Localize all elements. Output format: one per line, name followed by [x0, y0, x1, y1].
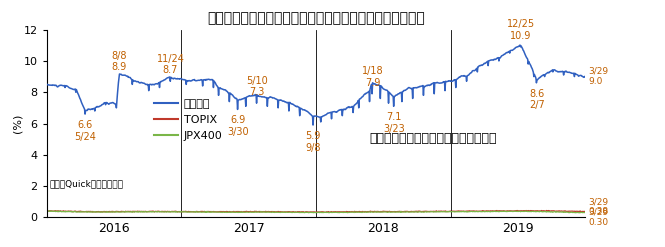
Text: 3/29
0.30: 3/29 0.30 — [588, 208, 608, 227]
Title: 各指数におけるファーストリテイリング社の構成ウェイト: 各指数におけるファーストリテイリング社の構成ウェイト — [207, 12, 425, 26]
Text: 6.6
5/24: 6.6 5/24 — [74, 120, 96, 142]
Text: 8.6
2/7: 8.6 2/7 — [529, 89, 545, 110]
Text: 7.1
3/23: 7.1 3/23 — [383, 112, 405, 134]
Text: 11/24
8.7: 11/24 8.7 — [156, 54, 184, 75]
Text: 3/29
0.38: 3/29 0.38 — [588, 197, 608, 216]
Text: 日経平均に占める比率が突出して高い: 日経平均に占める比率が突出して高い — [370, 132, 497, 145]
Text: 6.9
3/30: 6.9 3/30 — [227, 115, 249, 137]
Text: 3/29
9.0: 3/29 9.0 — [588, 67, 608, 86]
Text: 5/10
7.3: 5/10 7.3 — [246, 76, 267, 97]
Text: 5.9
9/8: 5.9 9/8 — [305, 131, 321, 153]
Text: 出所：Quickより筆者作成: 出所：Quickより筆者作成 — [49, 179, 123, 188]
Y-axis label: (%): (%) — [12, 114, 22, 133]
Legend: 日経平均, TOPIX, JPX400: 日経平均, TOPIX, JPX400 — [149, 94, 227, 145]
Text: 1/18
7.9: 1/18 7.9 — [362, 66, 383, 88]
Text: 8/8
8.9: 8/8 8.9 — [112, 51, 127, 72]
Text: 12/25
10.9: 12/25 10.9 — [507, 19, 535, 41]
